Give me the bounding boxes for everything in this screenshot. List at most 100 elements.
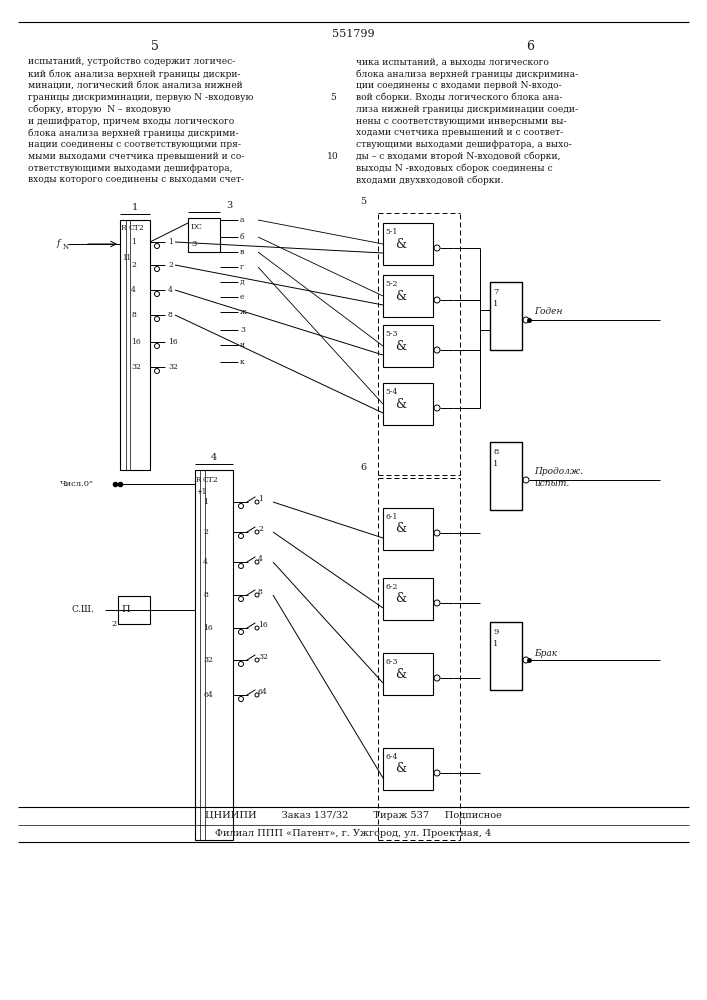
Bar: [120, 220, 150, 470]
Text: и дешифратор, причем входы логического: и дешифратор, причем входы логического: [28, 116, 234, 125]
Bar: [200, 470, 205, 840]
Text: 16: 16: [168, 338, 177, 346]
Text: 8: 8: [131, 311, 136, 319]
Text: 5-2: 5-2: [385, 280, 397, 288]
Text: нены с соответствующими инверсными вы-: нены с соответствующими инверсными вы-: [356, 116, 566, 125]
Text: 16: 16: [131, 338, 141, 346]
Text: &: &: [395, 397, 407, 410]
Bar: [383, 748, 433, 790]
Text: 1: 1: [131, 238, 136, 246]
Text: СТ2: СТ2: [129, 224, 145, 232]
Text: 551799: 551799: [332, 29, 374, 39]
Text: f: f: [57, 239, 60, 248]
Text: лиза нижней границы дискриминации соеди-: лиза нижней границы дискриминации соеди-: [356, 105, 578, 114]
Text: 9: 9: [493, 628, 498, 636]
Text: 8: 8: [258, 588, 263, 596]
Text: 64: 64: [258, 688, 268, 696]
Text: 5-4: 5-4: [385, 388, 397, 396]
Text: сборку, вторую  N – входовую: сборку, вторую N – входовую: [28, 104, 171, 114]
Text: блока анализа верхней границы дискримина-: блока анализа верхней границы дискримина…: [356, 69, 578, 79]
Text: 10: 10: [327, 152, 339, 161]
Text: Брак: Брак: [534, 650, 557, 658]
Text: 6-3: 6-3: [385, 658, 397, 666]
Text: и: и: [240, 341, 245, 349]
Text: 5: 5: [360, 196, 366, 206]
Text: вой сборки. Входы логического блока ана-: вой сборки. Входы логического блока ана-: [356, 93, 563, 102]
Text: блока анализа верхней границы дискрими-: блока анализа верхней границы дискрими-: [28, 128, 239, 138]
Text: 8: 8: [493, 448, 498, 456]
Text: а: а: [240, 216, 245, 224]
Bar: [188, 218, 220, 252]
Text: 4: 4: [203, 558, 208, 566]
Text: 6-4: 6-4: [385, 753, 397, 761]
Text: N: N: [63, 243, 69, 251]
Text: 3: 3: [191, 240, 197, 248]
Text: испыт.: испыт.: [534, 479, 569, 488]
Text: &: &: [395, 237, 407, 250]
Text: 8: 8: [203, 591, 208, 599]
Bar: [490, 282, 522, 350]
Bar: [383, 653, 433, 695]
Text: 32: 32: [168, 363, 178, 371]
Text: 16: 16: [258, 621, 268, 629]
Text: Продолж.: Продолж.: [534, 466, 583, 476]
Text: в: в: [240, 248, 245, 256]
Text: 2: 2: [112, 620, 117, 628]
Text: ходами счетчика превышений и с соответ-: ходами счетчика превышений и с соответ-: [356, 128, 563, 137]
Bar: [490, 442, 522, 510]
Text: мыми выходами счетчика превышений и со-: мыми выходами счетчика превышений и со-: [28, 152, 245, 161]
Text: 4: 4: [168, 286, 173, 294]
Text: 1: 1: [493, 640, 498, 648]
Text: С.Ш.: С.Ш.: [72, 605, 95, 614]
Text: 2: 2: [258, 525, 263, 533]
Text: 32: 32: [258, 653, 268, 661]
Text: ции соединены с входами первой N-входо-: ции соединены с входами первой N-входо-: [356, 81, 561, 90]
Text: 6: 6: [360, 464, 366, 473]
Text: +1: +1: [196, 488, 206, 496]
Bar: [383, 223, 433, 265]
Text: Годен: Годен: [534, 306, 562, 316]
Text: минации, логический блок анализа нижней: минации, логический блок анализа нижней: [28, 81, 243, 90]
Text: Числ.0": Числ.0": [60, 480, 94, 488]
Bar: [383, 578, 433, 620]
Text: г: г: [240, 263, 244, 271]
Text: 1: 1: [168, 238, 173, 246]
Text: ж: ж: [240, 308, 247, 316]
Text: СТ2: СТ2: [203, 476, 218, 484]
Text: 32: 32: [131, 363, 141, 371]
Text: входами двухвходовой сборки.: входами двухвходовой сборки.: [356, 175, 503, 185]
Text: 64: 64: [203, 691, 213, 699]
Bar: [383, 325, 433, 367]
Text: испытаний, устройство содержит логичес-: испытаний, устройство содержит логичес-: [28, 57, 235, 66]
Bar: [383, 275, 433, 317]
Text: 11: 11: [122, 254, 131, 262]
Text: 2: 2: [168, 261, 173, 269]
Text: DC: DC: [191, 223, 203, 231]
Text: &: &: [395, 762, 407, 776]
Text: чика испытаний, а выходы логического: чика испытаний, а выходы логического: [356, 57, 549, 66]
Text: ответствующими выходами дешифратора,: ответствующими выходами дешифратора,: [28, 164, 233, 173]
Text: 8: 8: [168, 311, 173, 319]
Text: R: R: [196, 476, 201, 484]
Text: е: е: [240, 293, 245, 301]
Text: 1: 1: [493, 300, 498, 308]
Text: 32: 32: [203, 656, 213, 664]
Text: 1: 1: [132, 204, 138, 213]
Text: 7: 7: [493, 288, 498, 296]
Text: 1: 1: [258, 495, 263, 503]
Bar: [383, 383, 433, 425]
Text: 2: 2: [131, 261, 136, 269]
Text: 4: 4: [131, 286, 136, 294]
Text: 1: 1: [203, 498, 208, 506]
Text: выходы N -входовых сборок соединены с: выходы N -входовых сборок соединены с: [356, 163, 553, 173]
Text: П: П: [122, 605, 130, 614]
Text: &: &: [395, 522, 407, 536]
Text: 16: 16: [203, 624, 213, 632]
Text: 5: 5: [151, 39, 159, 52]
Text: входы которого соединены с выходами счет-: входы которого соединены с выходами счет…: [28, 176, 244, 184]
Text: 4: 4: [211, 454, 217, 462]
Text: ды – с входами второй N-входовой сборки,: ды – с входами второй N-входовой сборки,: [356, 152, 561, 161]
Bar: [490, 622, 522, 690]
Text: 5-1: 5-1: [385, 228, 397, 236]
Text: &: &: [395, 340, 407, 353]
